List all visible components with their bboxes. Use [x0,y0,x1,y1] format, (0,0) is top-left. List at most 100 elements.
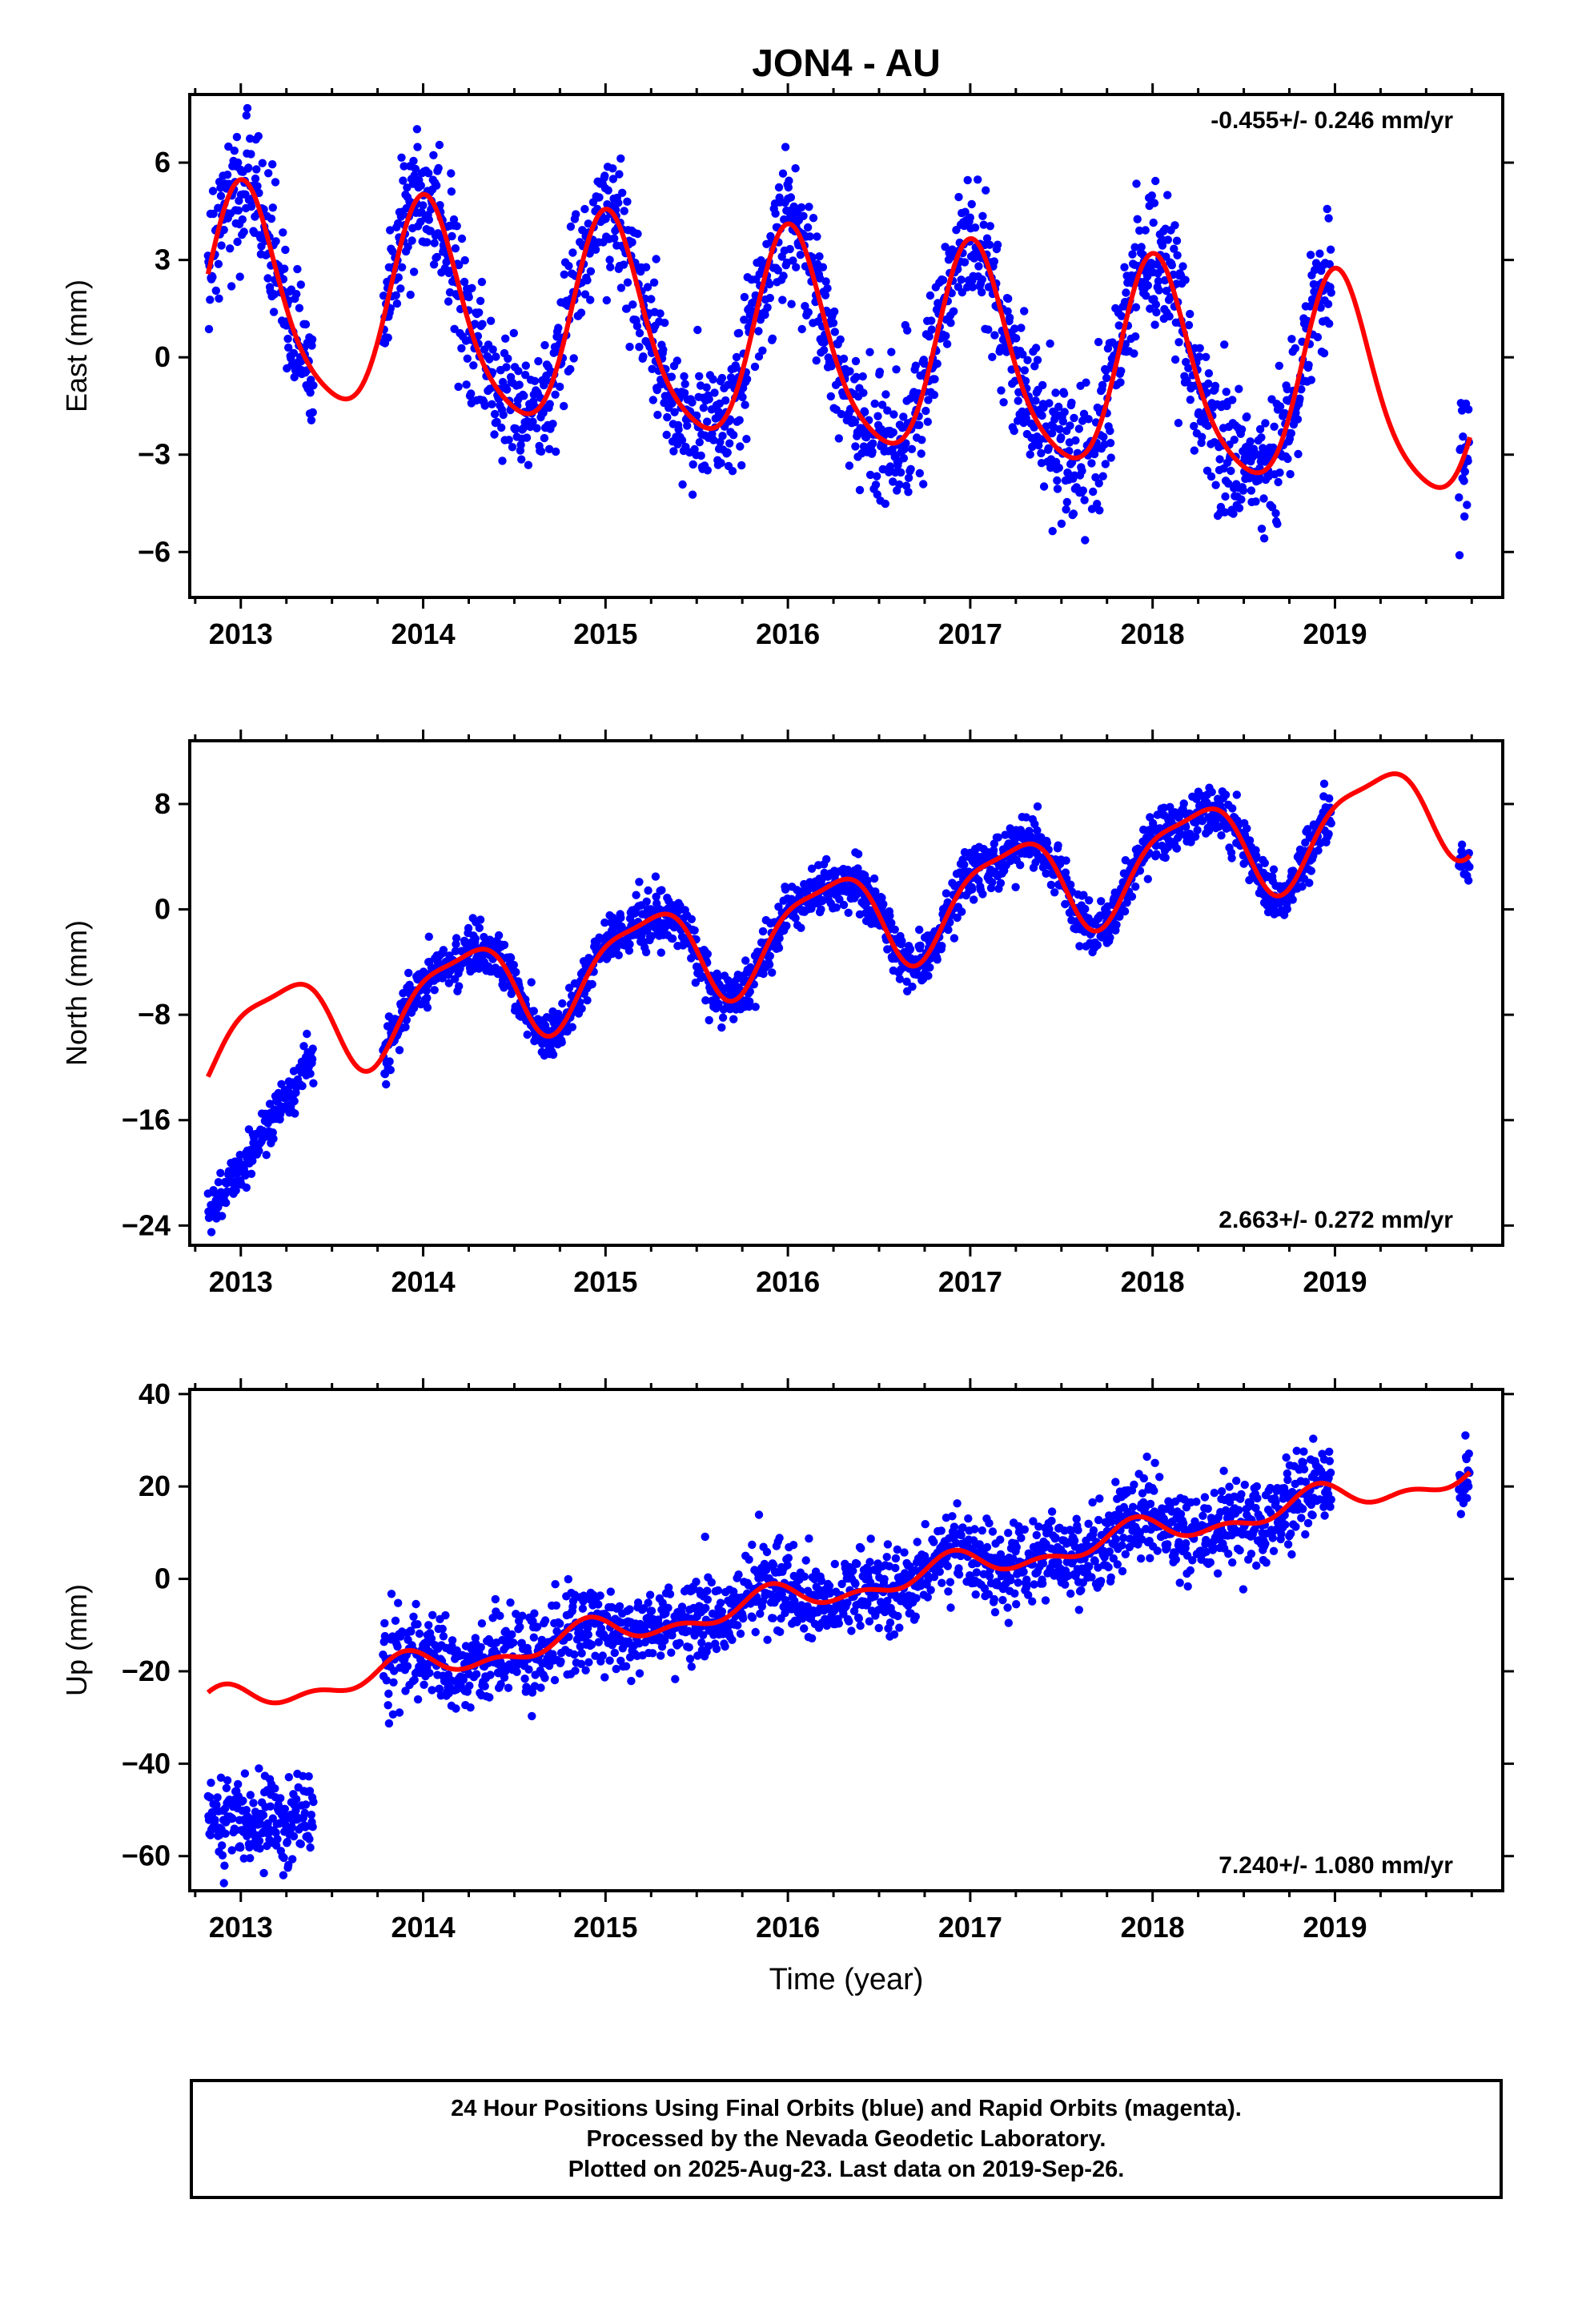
east-data-point [821,291,830,300]
east-data-point [308,408,317,417]
north-x-tick-label: 2016 [756,1265,820,1298]
east-data-point [673,356,681,365]
up-data-point [424,1621,433,1630]
east-data-point [1174,419,1183,428]
east-data-point [292,290,301,299]
east-data-point [648,364,656,373]
north-rate-label: 2.663+/- 0.272 mm/yr [1219,1207,1453,1233]
north-data-point [298,1081,307,1091]
east-data-point [1228,396,1237,404]
east-data-point [309,381,318,390]
up-data-point [271,1784,279,1793]
east-data-point [689,460,697,469]
east-data-point [1273,520,1282,529]
east-data-point [462,380,471,389]
north-data-point [568,1023,576,1031]
up-data-point [540,1616,550,1625]
east-data-point [306,388,315,397]
east-data-point [204,324,214,334]
east-data-point [901,439,910,448]
east-data-point [803,223,813,232]
north-data-point [476,915,485,924]
east-data-point [1257,525,1267,533]
east-data-point [839,354,849,364]
up-data-point [606,1587,615,1596]
east-data-point [1327,288,1335,297]
east-data-point [919,480,928,489]
east-data-point [618,188,627,197]
east-data-point [469,361,478,370]
east-data-point [1038,380,1047,390]
east-data-point [985,240,994,249]
east-data-point [468,283,476,292]
east-data-point [522,433,532,442]
north-data-point [624,946,634,955]
east-data-point [1057,519,1066,529]
east-data-point [1195,352,1204,361]
east-data-point [1186,396,1195,404]
north-data-point [588,979,596,989]
east-data-point [564,261,573,271]
north-data-point [775,934,784,943]
north-data-point [1061,868,1070,877]
up-data-point [239,1796,247,1805]
north-data-point [309,1079,318,1088]
east-data-point [923,417,933,426]
up-data-point [476,1642,485,1652]
east-data-point [911,361,921,370]
up-data-point [466,1703,475,1712]
up-data-point [594,1600,603,1609]
east-data-point [1078,466,1086,476]
up-data-point [305,1787,315,1795]
east-data-point [885,462,895,471]
up-data-point [249,1799,258,1807]
north-data-point [1143,875,1153,883]
east-data-point [1198,432,1207,441]
east-data-point [1286,469,1295,479]
east-data-point [1150,320,1159,329]
east-data-point [1247,486,1256,495]
east-data-point [791,164,800,173]
north-data-point [1093,941,1102,950]
north-data-point [1016,861,1025,870]
north-data-point [1066,880,1075,889]
north-data-point [1204,826,1214,835]
east-data-point [463,354,472,363]
up-data-point [677,1602,687,1611]
east-data-point [606,263,615,271]
east-data-point [982,186,990,195]
north-data-point [1042,838,1052,847]
up-data-point [578,1604,588,1613]
east-data-point [765,293,774,303]
up-data-point [459,1675,468,1684]
east-data-point [1137,243,1146,251]
east-data-point [1132,179,1141,188]
north-data-point [895,975,905,983]
east-data-point [400,162,408,171]
east-data-point [986,222,995,231]
east-data-point [652,255,661,263]
east-data-point [858,372,867,381]
east-data-point [1275,468,1284,477]
east-data-point [1464,405,1473,414]
east-data-point [490,409,500,419]
east-data-point [774,183,784,192]
east-data-point [211,286,220,296]
up-data-point [528,1711,536,1721]
north-x-tick-label: 2015 [573,1265,637,1298]
east-data-point [740,292,749,302]
north-data-point [990,839,999,848]
up-data-point [301,1800,311,1809]
up-data-point [380,1618,389,1628]
east-data-point [580,204,589,214]
east-data-point [397,153,406,162]
east-data-point [855,485,865,495]
east-data-point [1222,388,1231,396]
north-data-point [950,934,959,943]
north-data-point [1207,787,1216,797]
east-data-point [1030,423,1038,432]
east-data-point [887,348,896,356]
north-data-point [512,967,520,977]
up-data-point [216,1773,226,1782]
north-data-point [1243,824,1251,833]
